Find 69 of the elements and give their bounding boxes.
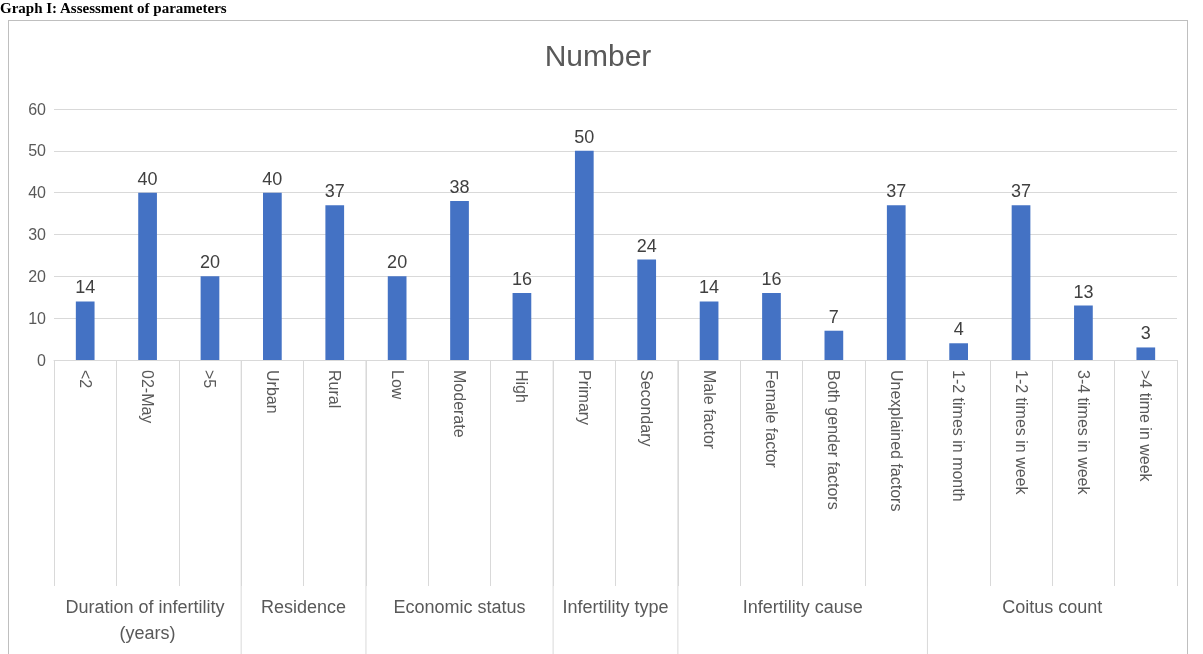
bar xyxy=(949,343,968,360)
x-tick-label: Unexplained factors xyxy=(887,370,905,512)
bar xyxy=(325,205,345,360)
text: Infertility cause xyxy=(742,597,863,617)
x-tick-label: Moderate xyxy=(451,370,469,438)
data-label: 7 xyxy=(828,306,839,327)
bar xyxy=(450,201,469,360)
data-label: 13 xyxy=(1073,281,1094,302)
x-tick-label: 1-2 times in week xyxy=(1012,370,1030,496)
text: Infertility type xyxy=(562,597,669,617)
data-label: 4 xyxy=(953,319,964,340)
x-tick-label: Urban xyxy=(263,370,281,414)
text: Residence xyxy=(261,597,347,617)
bar xyxy=(387,276,407,360)
text: Duration of infertility (years) xyxy=(65,597,230,643)
chart-title: Number xyxy=(544,38,652,72)
bar xyxy=(1011,205,1031,360)
x-tick-label: 02-May xyxy=(139,370,157,424)
data-label: 38 xyxy=(449,177,470,198)
data-label: 40 xyxy=(262,168,283,189)
x-tick-label: >4 time in week xyxy=(1137,370,1155,483)
x-tick-label: Low xyxy=(388,370,406,400)
data-label: 20 xyxy=(199,252,220,273)
x-tick-label: Female factor xyxy=(762,370,780,469)
bar xyxy=(824,330,844,360)
data-label: 14 xyxy=(699,277,720,298)
bar xyxy=(574,150,594,360)
text: Economic status xyxy=(393,597,526,617)
bar xyxy=(1074,305,1093,360)
data-label: 50 xyxy=(574,126,595,147)
y-tick-label: 50 xyxy=(28,142,47,160)
y-tick-label: 0 xyxy=(37,351,47,369)
text: Graph I: Assessment of parameters xyxy=(0,0,227,17)
data-label: 37 xyxy=(1011,181,1032,202)
x-tick-label: Both gender factors xyxy=(825,370,843,510)
data-label: 14 xyxy=(75,277,96,298)
data-label: 16 xyxy=(761,269,782,290)
x-tick-label: Rural xyxy=(326,370,344,409)
y-tick-label: 60 xyxy=(28,100,47,118)
bar xyxy=(138,192,157,360)
y-tick-label: 20 xyxy=(28,267,47,285)
x-tick-label: Primary xyxy=(575,370,593,426)
bar xyxy=(762,293,781,360)
bar xyxy=(1136,347,1156,360)
data-label: 37 xyxy=(886,181,907,202)
data-label: 16 xyxy=(511,269,532,290)
y-tick-label: 30 xyxy=(28,226,47,243)
x-tick-label: 1-2 times in month xyxy=(950,370,968,502)
x-tick-label: Male factor xyxy=(700,370,718,450)
data-label: 20 xyxy=(387,252,408,273)
x-tick-label: <2 xyxy=(76,370,94,389)
data-label: 37 xyxy=(324,181,345,202)
x-tick-label: >5 xyxy=(201,370,219,389)
bar xyxy=(75,301,95,360)
data-label: 40 xyxy=(137,168,158,189)
bar xyxy=(263,192,282,360)
bar xyxy=(200,276,220,360)
bar xyxy=(886,205,906,360)
x-tick-label: High xyxy=(513,370,531,403)
x-tick-label: Secondary xyxy=(638,370,656,447)
y-tick-label: 40 xyxy=(28,184,47,202)
text: Coitus count xyxy=(1002,597,1103,617)
data-label: 3 xyxy=(1140,323,1151,344)
data-label: 24 xyxy=(636,235,657,256)
bar xyxy=(512,293,532,360)
bar xyxy=(699,301,719,360)
x-tick-label: 3-4 times in week xyxy=(1074,370,1092,496)
bar xyxy=(637,259,657,360)
y-tick-label: 10 xyxy=(28,309,47,327)
